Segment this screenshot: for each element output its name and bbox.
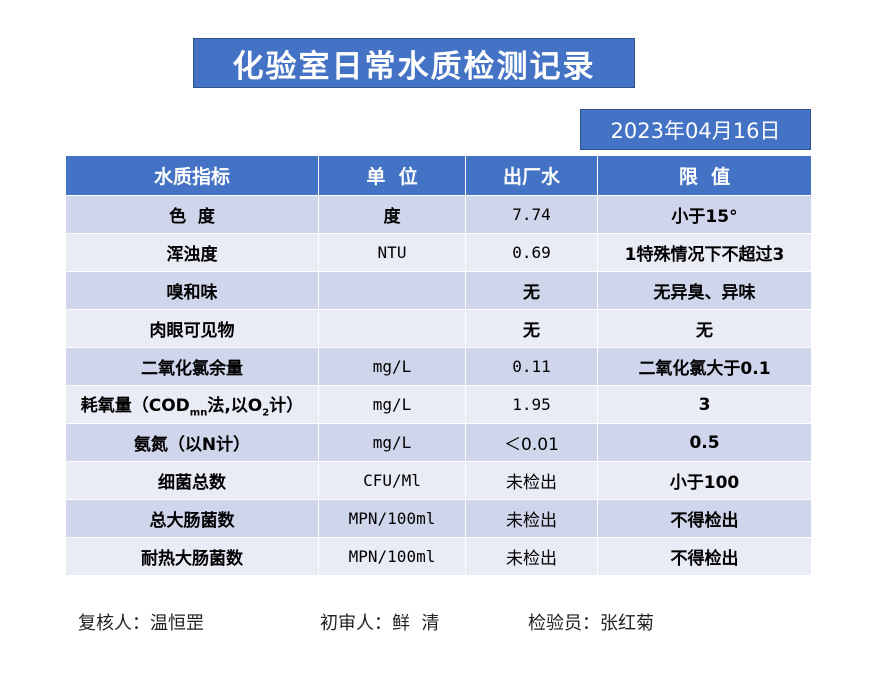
- table-row: 细菌总数 CFU/Ml 未检出 小于100: [65, 461, 812, 500]
- value-cell: 7.74: [465, 195, 598, 234]
- limit-cell: 小于15°: [597, 195, 812, 234]
- indicator-cell: 色 度: [65, 195, 319, 234]
- indicator-cell: 耗氧量（CODmn法,以O2计）: [65, 385, 319, 424]
- table-row: 耐热大肠菌数 MPN/100ml 未检出 不得检出: [65, 537, 812, 576]
- water-quality-table: 水质指标 单 位 出厂水 限 值 色 度 度 7.74 小于15° 浑浊度 NT…: [65, 155, 812, 576]
- indicator-subscript-2: 2: [262, 407, 270, 419]
- table-row: 耗氧量（CODmn法,以O2计） mg/L 1.95 3: [65, 385, 812, 424]
- table-header-row: 水质指标 单 位 出厂水 限 值: [65, 155, 812, 196]
- value-cell: 0.11: [465, 347, 598, 386]
- unit-cell: MPN/100ml: [318, 537, 466, 576]
- reviewer-signature: 复核人：温恒罡: [78, 613, 204, 634]
- value-cell: ＜0.01: [465, 423, 598, 462]
- value-cell: 无: [465, 271, 598, 310]
- table-row: 嗅和味 无 无异臭、异味: [65, 271, 812, 310]
- unit-cell: 度: [318, 195, 466, 234]
- limit-cell: 无异臭、异味: [597, 271, 812, 310]
- limit-cell: 0.5: [597, 423, 812, 462]
- indicator-cell: 总大肠菌数: [65, 499, 319, 538]
- indicator-cell: 浑浊度: [65, 233, 319, 272]
- indicator-cell: 耐热大肠菌数: [65, 537, 319, 576]
- indicator-cell: 二氧化氯余量: [65, 347, 319, 386]
- limit-cell: 不得检出: [597, 537, 812, 576]
- header-limit: 限 值: [597, 155, 812, 196]
- limit-cell: 无: [597, 309, 812, 348]
- unit-cell: mg/L: [318, 423, 466, 462]
- header-unit: 单 位: [318, 155, 466, 196]
- indicator-cell: 氨氮（以N计）: [65, 423, 319, 462]
- first-reviewer-signature: 初审人：鲜 清: [320, 613, 440, 634]
- indicator-text-end: 计）: [269, 395, 304, 416]
- unit-cell: CFU/Ml: [318, 461, 466, 500]
- table-row: 色 度 度 7.74 小于15°: [65, 195, 812, 234]
- unit-cell: MPN/100ml: [318, 499, 466, 538]
- indicator-subscript: mn: [189, 407, 208, 419]
- date-badge: 2023年04月16日: [580, 109, 811, 150]
- unit-cell: mg/L: [318, 347, 466, 386]
- table-row: 氨氮（以N计） mg/L ＜0.01 0.5: [65, 423, 812, 462]
- unit-cell: [318, 271, 466, 310]
- limit-cell: 小于100: [597, 461, 812, 500]
- header-indicator: 水质指标: [65, 155, 319, 196]
- value-cell: 无: [465, 309, 598, 348]
- value-cell: 0.69: [465, 233, 598, 272]
- unit-cell: mg/L: [318, 385, 466, 424]
- table-row: 浑浊度 NTU 0.69 1特殊情况下不超过3: [65, 233, 812, 272]
- indicator-cell: 细菌总数: [65, 461, 319, 500]
- page-title: 化验室日常水质检测记录: [193, 38, 635, 88]
- limit-cell: 1特殊情况下不超过3: [597, 233, 812, 272]
- value-cell: 未检出: [465, 537, 598, 576]
- table-row: 总大肠菌数 MPN/100ml 未检出 不得检出: [65, 499, 812, 538]
- table-row: 肉眼可见物 无 无: [65, 309, 812, 348]
- indicator-cell: 嗅和味: [65, 271, 319, 310]
- value-cell: 未检出: [465, 461, 598, 500]
- unit-cell: NTU: [318, 233, 466, 272]
- limit-cell: 不得检出: [597, 499, 812, 538]
- inspector-signature: 检验员：张红菊: [528, 613, 654, 634]
- value-cell: 未检出: [465, 499, 598, 538]
- header-outlet-water: 出厂水: [465, 155, 598, 196]
- limit-cell: 3: [597, 385, 812, 424]
- unit-cell: [318, 309, 466, 348]
- table-row: 二氧化氯余量 mg/L 0.11 二氧化氯大于0.1: [65, 347, 812, 386]
- value-cell: 1.95: [465, 385, 598, 424]
- limit-cell: 二氧化氯大于0.1: [597, 347, 812, 386]
- indicator-text-mid: 法,以O: [207, 395, 263, 416]
- indicator-text: 耗氧量（COD: [80, 395, 190, 416]
- indicator-cell: 肉眼可见物: [65, 309, 319, 348]
